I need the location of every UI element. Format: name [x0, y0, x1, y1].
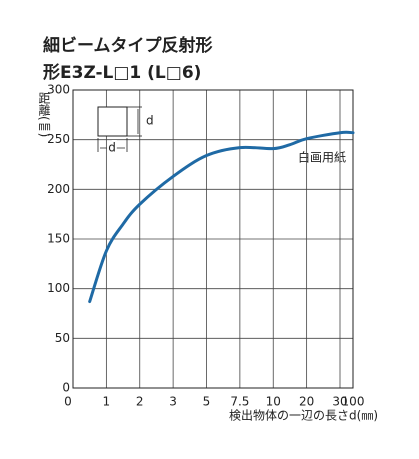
chart-subtitle: 形E3Z-L□1 (L□6) — [43, 62, 201, 83]
x-tick-label: 30 — [332, 395, 347, 409]
y-tick-label: 250 — [47, 132, 70, 146]
x-tick-label: 7.5 — [230, 395, 249, 409]
x-axis-label: 検出物体の一辺の長さd(㎜) — [229, 409, 378, 423]
x-tick-label: 5 — [203, 395, 211, 409]
x-tick-label: 20 — [299, 395, 314, 409]
y-tick-label: 300 — [47, 83, 70, 97]
y-tick-label: 0 — [62, 381, 70, 395]
x-tick-label: 10 — [266, 395, 281, 409]
x-tick-label: 0 — [64, 395, 72, 409]
y-axis-label: 距離(㎜) — [37, 92, 51, 137]
annotation: 白画用紙 — [298, 150, 346, 165]
y-tick-label: 100 — [47, 281, 70, 295]
x-tick-label: 100 — [342, 395, 365, 409]
x-tick-label: 3 — [169, 395, 177, 409]
inset: d d — [97, 106, 154, 157]
inset-label: d — [108, 141, 116, 155]
curve — [88, 130, 355, 304]
y-tick-label: 150 — [47, 232, 70, 246]
y-tick-label: 50 — [55, 331, 70, 345]
x-tick-label: 1 — [103, 395, 111, 409]
plot-frame — [72, 89, 354, 389]
y-tick-label: 200 — [47, 182, 70, 196]
inset-label: d — [146, 114, 154, 128]
chart-title: 細ビームタイプ反射形 — [43, 35, 213, 56]
x-tick-label: 2 — [136, 395, 144, 409]
inset-square — [97, 106, 128, 137]
